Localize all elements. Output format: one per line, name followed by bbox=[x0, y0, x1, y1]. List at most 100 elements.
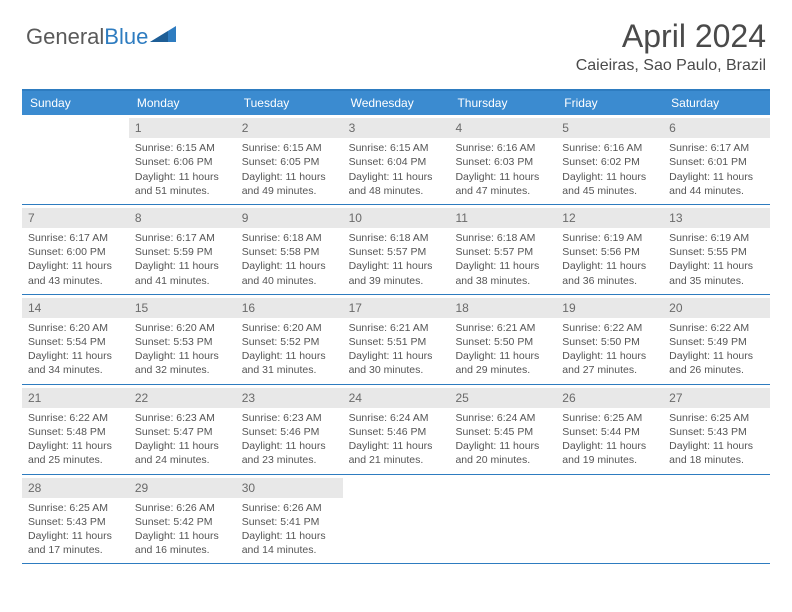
sunrise-text: Sunrise: 6:18 AM bbox=[349, 231, 444, 245]
sunrise-text: Sunrise: 6:25 AM bbox=[28, 501, 123, 515]
sunset-text: Sunset: 5:53 PM bbox=[135, 335, 230, 349]
daylight-text: Daylight: 11 hours and 17 minutes. bbox=[28, 529, 123, 557]
calendar-day: 28Sunrise: 6:25 AMSunset: 5:43 PMDayligh… bbox=[22, 475, 129, 564]
sunrise-text: Sunrise: 6:21 AM bbox=[455, 321, 550, 335]
calendar-week: 21Sunrise: 6:22 AMSunset: 5:48 PMDayligh… bbox=[22, 385, 770, 475]
title-block: April 2024 Caieiras, Sao Paulo, Brazil bbox=[576, 18, 766, 75]
sunrise-text: Sunrise: 6:18 AM bbox=[455, 231, 550, 245]
day-number: 25 bbox=[449, 388, 556, 408]
daylight-text: Daylight: 11 hours and 20 minutes. bbox=[455, 439, 550, 467]
daylight-text: Daylight: 11 hours and 18 minutes. bbox=[669, 439, 764, 467]
day-number: 21 bbox=[22, 388, 129, 408]
sunset-text: Sunset: 5:44 PM bbox=[562, 425, 657, 439]
daylight-text: Daylight: 11 hours and 47 minutes. bbox=[455, 170, 550, 198]
calendar-day: 13Sunrise: 6:19 AMSunset: 5:55 PMDayligh… bbox=[663, 205, 770, 294]
calendar-day: 23Sunrise: 6:23 AMSunset: 5:46 PMDayligh… bbox=[236, 385, 343, 474]
page-title: April 2024 bbox=[576, 18, 766, 55]
day-number: 18 bbox=[449, 298, 556, 318]
daylight-text: Daylight: 11 hours and 51 minutes. bbox=[135, 170, 230, 198]
day-number: 1 bbox=[129, 118, 236, 138]
daylight-text: Daylight: 11 hours and 25 minutes. bbox=[28, 439, 123, 467]
sunset-text: Sunset: 5:50 PM bbox=[562, 335, 657, 349]
weekday-header-row: Sunday Monday Tuesday Wednesday Thursday… bbox=[22, 91, 770, 115]
weekday-header: Saturday bbox=[663, 91, 770, 115]
daylight-text: Daylight: 11 hours and 21 minutes. bbox=[349, 439, 444, 467]
calendar-day: 22Sunrise: 6:23 AMSunset: 5:47 PMDayligh… bbox=[129, 385, 236, 474]
daylight-text: Daylight: 11 hours and 45 minutes. bbox=[562, 170, 657, 198]
sunset-text: Sunset: 5:45 PM bbox=[455, 425, 550, 439]
sunset-text: Sunset: 6:05 PM bbox=[242, 155, 337, 169]
calendar-body: 1Sunrise: 6:15 AMSunset: 6:06 PMDaylight… bbox=[22, 115, 770, 564]
day-number: 16 bbox=[236, 298, 343, 318]
sunrise-text: Sunrise: 6:25 AM bbox=[669, 411, 764, 425]
sunset-text: Sunset: 5:54 PM bbox=[28, 335, 123, 349]
sunset-text: Sunset: 6:01 PM bbox=[669, 155, 764, 169]
sunrise-text: Sunrise: 6:15 AM bbox=[135, 141, 230, 155]
calendar-day: 11Sunrise: 6:18 AMSunset: 5:57 PMDayligh… bbox=[449, 205, 556, 294]
sunset-text: Sunset: 5:47 PM bbox=[135, 425, 230, 439]
sunrise-text: Sunrise: 6:24 AM bbox=[455, 411, 550, 425]
calendar-day: 21Sunrise: 6:22 AMSunset: 5:48 PMDayligh… bbox=[22, 385, 129, 474]
sunrise-text: Sunrise: 6:19 AM bbox=[562, 231, 657, 245]
daylight-text: Daylight: 11 hours and 40 minutes. bbox=[242, 259, 337, 287]
sunset-text: Sunset: 5:58 PM bbox=[242, 245, 337, 259]
daylight-text: Daylight: 11 hours and 38 minutes. bbox=[455, 259, 550, 287]
calendar-day: 5Sunrise: 6:16 AMSunset: 6:02 PMDaylight… bbox=[556, 115, 663, 204]
calendar-day bbox=[343, 475, 450, 564]
sunset-text: Sunset: 6:04 PM bbox=[349, 155, 444, 169]
day-number: 13 bbox=[663, 208, 770, 228]
calendar-day: 15Sunrise: 6:20 AMSunset: 5:53 PMDayligh… bbox=[129, 295, 236, 384]
daylight-text: Daylight: 11 hours and 44 minutes. bbox=[669, 170, 764, 198]
day-number: 17 bbox=[343, 298, 450, 318]
sunset-text: Sunset: 5:51 PM bbox=[349, 335, 444, 349]
sunrise-text: Sunrise: 6:17 AM bbox=[28, 231, 123, 245]
day-number: 20 bbox=[663, 298, 770, 318]
weekday-header: Monday bbox=[129, 91, 236, 115]
sunset-text: Sunset: 6:00 PM bbox=[28, 245, 123, 259]
day-number: 10 bbox=[343, 208, 450, 228]
day-number: 9 bbox=[236, 208, 343, 228]
daylight-text: Daylight: 11 hours and 14 minutes. bbox=[242, 529, 337, 557]
day-number: 28 bbox=[22, 478, 129, 498]
sunrise-text: Sunrise: 6:20 AM bbox=[28, 321, 123, 335]
calendar-day: 16Sunrise: 6:20 AMSunset: 5:52 PMDayligh… bbox=[236, 295, 343, 384]
sunset-text: Sunset: 5:59 PM bbox=[135, 245, 230, 259]
sunrise-text: Sunrise: 6:22 AM bbox=[28, 411, 123, 425]
calendar-day: 17Sunrise: 6:21 AMSunset: 5:51 PMDayligh… bbox=[343, 295, 450, 384]
calendar-day: 19Sunrise: 6:22 AMSunset: 5:50 PMDayligh… bbox=[556, 295, 663, 384]
daylight-text: Daylight: 11 hours and 30 minutes. bbox=[349, 349, 444, 377]
daylight-text: Daylight: 11 hours and 43 minutes. bbox=[28, 259, 123, 287]
sunset-text: Sunset: 6:06 PM bbox=[135, 155, 230, 169]
sunrise-text: Sunrise: 6:16 AM bbox=[455, 141, 550, 155]
sunset-text: Sunset: 5:41 PM bbox=[242, 515, 337, 529]
sunrise-text: Sunrise: 6:15 AM bbox=[349, 141, 444, 155]
daylight-text: Daylight: 11 hours and 31 minutes. bbox=[242, 349, 337, 377]
sunrise-text: Sunrise: 6:20 AM bbox=[135, 321, 230, 335]
sunrise-text: Sunrise: 6:19 AM bbox=[669, 231, 764, 245]
daylight-text: Daylight: 11 hours and 19 minutes. bbox=[562, 439, 657, 467]
calendar-day: 1 Sunrise: 6:15 AMSunset: 6:06 PMDaylight… bbox=[129, 115, 236, 204]
day-number: 14 bbox=[22, 298, 129, 318]
sunrise-text: Sunrise: 6:17 AM bbox=[669, 141, 764, 155]
sunset-text: Sunset: 5:43 PM bbox=[669, 425, 764, 439]
sunrise-text: Sunrise: 6:20 AM bbox=[242, 321, 337, 335]
sunrise-text: Sunrise: 6:26 AM bbox=[135, 501, 230, 515]
day-number: 15 bbox=[129, 298, 236, 318]
weekday-header: Thursday bbox=[449, 91, 556, 115]
calendar-week: 14Sunrise: 6:20 AMSunset: 5:54 PMDayligh… bbox=[22, 295, 770, 385]
calendar-day: 14Sunrise: 6:20 AMSunset: 5:54 PMDayligh… bbox=[22, 295, 129, 384]
sunset-text: Sunset: 5:50 PM bbox=[455, 335, 550, 349]
day-number: 27 bbox=[663, 388, 770, 408]
weekday-header: Wednesday bbox=[343, 91, 450, 115]
calendar-day: 3Sunrise: 6:15 AMSunset: 6:04 PMDaylight… bbox=[343, 115, 450, 204]
daylight-text: Daylight: 11 hours and 35 minutes. bbox=[669, 259, 764, 287]
day-number: 19 bbox=[556, 298, 663, 318]
sunset-text: Sunset: 5:57 PM bbox=[455, 245, 550, 259]
daylight-text: Daylight: 11 hours and 48 minutes. bbox=[349, 170, 444, 198]
sunset-text: Sunset: 5:49 PM bbox=[669, 335, 764, 349]
daylight-text: Daylight: 11 hours and 26 minutes. bbox=[669, 349, 764, 377]
brand-part2: Blue bbox=[104, 24, 148, 50]
daylight-text: Daylight: 11 hours and 24 minutes. bbox=[135, 439, 230, 467]
sunrise-text: Sunrise: 6:25 AM bbox=[562, 411, 657, 425]
calendar-day: 10Sunrise: 6:18 AMSunset: 5:57 PMDayligh… bbox=[343, 205, 450, 294]
